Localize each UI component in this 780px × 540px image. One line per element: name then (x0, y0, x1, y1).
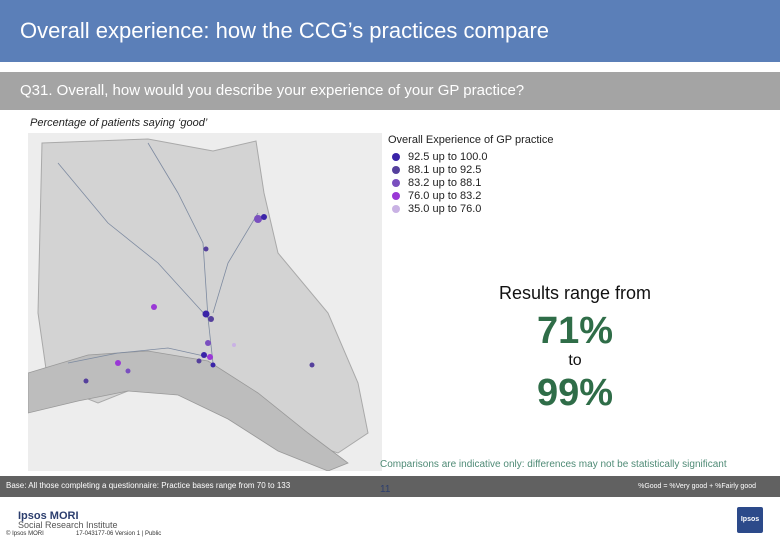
results-to: to (568, 352, 582, 369)
practice-dot (196, 358, 202, 364)
road-4 (212, 212, 259, 314)
road-3 (67, 347, 214, 364)
practice-dot (254, 215, 262, 223)
ipsos-logo: Ipsos (737, 507, 763, 533)
legend-label: 76.0 up to 83.2 (408, 189, 482, 202)
legend-swatch (392, 152, 400, 161)
comparison-note: Comparisons are indicative only: differe… (380, 459, 727, 470)
practice-dot (207, 354, 213, 360)
results-max: 99% (536, 372, 614, 414)
practice-dot (83, 378, 89, 384)
title-bar: Overall experience: how the CCG’s practi… (0, 0, 780, 62)
practice-dot (208, 316, 214, 322)
map-legend: Overall Experience of GP practice 92.5 u… (388, 134, 578, 215)
legend-swatch (392, 204, 400, 213)
legend-label: 92.5 up to 100.0 (408, 150, 488, 163)
practice-dot (232, 343, 236, 347)
page-number: 11 (380, 484, 391, 495)
brand-subname: Social Research Institute (18, 520, 118, 530)
legend-swatch (392, 178, 400, 187)
legend-title: Overall Experience of GP practice (388, 134, 554, 146)
legend-item: 83.2 up to 88.1 (388, 176, 578, 189)
page-title: Overall experience: how the CCG’s practi… (20, 18, 550, 43)
legend-swatch (392, 191, 400, 200)
footer-band: Base: All those completing a questionnai… (0, 476, 780, 497)
humber-estuary (28, 350, 349, 471)
practice-dot (202, 310, 210, 318)
base-note: Base: All those completing a questionnai… (6, 481, 291, 490)
brand-name: Ipsos MORI (18, 510, 79, 522)
legend-swatch (392, 165, 400, 174)
practice-dot (125, 368, 131, 374)
practice-dot (261, 214, 267, 220)
question-text: Q31. Overall, how would you describe you… (20, 82, 525, 99)
legend-label: 88.1 up to 92.5 (408, 163, 482, 176)
results-intro: Results range from (498, 283, 652, 303)
practice-dot (203, 246, 209, 252)
legend-item: 76.0 up to 83.2 (388, 189, 578, 202)
question-bar: Q31. Overall, how would you describe you… (0, 72, 780, 110)
formula-note: %Good = %Very good + %Fairly good (638, 483, 756, 490)
practice-dot (205, 340, 211, 346)
footer (0, 497, 780, 540)
practice-map (28, 133, 382, 471)
practice-dot (210, 362, 216, 368)
legend-item: 35.0 up to 76.0 (388, 202, 578, 215)
legend-item: 88.1 up to 92.5 (388, 163, 578, 176)
map-graphic (28, 138, 369, 471)
results-min: 71% (536, 310, 614, 352)
copyright: © Ipsos MORI (6, 531, 44, 537)
legend-label: 83.2 up to 88.1 (408, 176, 482, 189)
version-info: 17-043177-06 Version 1 | Public (76, 531, 162, 537)
practice-dot (115, 360, 121, 366)
legend-label: 35.0 up to 76.0 (408, 202, 482, 215)
practice-dot (309, 362, 315, 368)
map-subtitle: Percentage of patients saying ‘good’ (30, 117, 208, 129)
legend-item: 92.5 up to 100.0 (388, 150, 578, 163)
road-2 (57, 162, 209, 319)
practice-dot (151, 304, 157, 310)
road-1 (147, 142, 214, 364)
practice-dot (201, 352, 207, 358)
